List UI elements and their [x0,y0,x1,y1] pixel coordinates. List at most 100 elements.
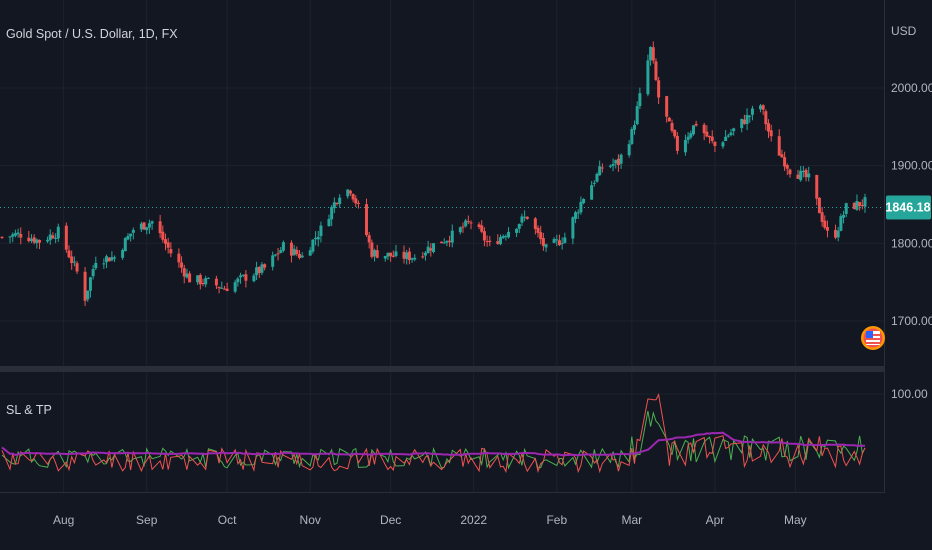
candle-body [440,241,444,244]
candle-body [314,237,318,240]
candle [525,216,529,220]
candle [801,165,805,178]
candle-body [8,236,12,238]
time-axis-ticks: Aug Sep Oct Nov Dec 2022 Feb Mar Apr May [53,513,807,527]
candle-body [825,227,829,231]
candle [289,240,293,263]
candle [582,198,586,205]
candle-body [448,240,452,243]
candle-body [646,60,650,95]
candle-body [544,244,548,248]
candle-body [464,220,468,227]
candle-body [54,237,58,239]
candle [83,267,87,306]
candle-body [308,250,312,256]
candle-body [852,202,856,210]
candle-body [364,204,368,236]
candle [461,222,465,233]
candle-body [177,253,181,263]
candle-body [815,174,819,199]
candle [375,244,379,259]
candle [780,149,784,158]
candle-body [863,197,867,207]
candle-body [279,250,283,253]
price-candles[interactable] [0,41,867,306]
candle [458,226,462,235]
candle-body [72,261,76,263]
candle [515,228,519,238]
candle [413,254,417,262]
pane-separator[interactable] [0,366,932,372]
candle [429,243,433,257]
candle [370,239,374,259]
candle [107,257,111,262]
candle [102,258,106,269]
candle-body [94,262,98,269]
candle [689,130,693,140]
candle-body [710,136,714,141]
candle [260,262,264,276]
candle-body [705,131,709,137]
candle [504,234,508,241]
candle [281,240,285,253]
candle [726,133,730,138]
candle-body [836,230,840,238]
candle-body [426,246,430,254]
candle [595,172,599,183]
indicator-axis-ticks: 100.00 [891,387,928,401]
candle-body [297,253,301,258]
candle-body [796,174,800,179]
candle-body [858,201,862,206]
indicator-pane-grid [0,372,884,492]
candle-body [721,142,725,147]
candle-body [600,167,604,169]
candle [758,103,762,113]
candle-body [571,217,575,239]
candle [356,200,360,209]
candle [383,255,387,262]
candle [233,279,237,294]
candle-body [327,218,331,227]
candle [391,250,395,258]
symbol-legend[interactable]: Gold Spot / U.S. Dollar, 1D, FX [6,27,178,41]
candle-body [461,226,465,228]
candle [571,216,575,245]
candle [110,251,114,262]
candle-body [758,105,762,110]
candle-body [263,264,267,268]
candle-body [67,250,71,258]
candle [611,158,615,172]
candle [608,164,612,169]
candle-body [252,275,256,282]
candle-body [657,80,661,98]
candle [56,223,60,242]
candle-body [541,238,545,246]
candle-body [150,221,154,224]
candle [351,193,355,203]
us-flag-event-icon[interactable] [861,326,885,350]
candle-body [507,231,511,238]
candle-body [204,278,208,285]
candle [691,125,695,136]
candle-body [239,275,243,278]
candle-body [466,221,470,223]
candle [796,169,800,180]
candle [182,264,186,284]
candle-body [842,214,846,218]
candle [131,227,135,240]
candle-body [391,255,395,257]
candle [539,225,543,245]
indicator-legend[interactable]: SL & TP [6,403,52,417]
candle-body [450,230,454,243]
candle-body [161,231,165,240]
candle-body [860,204,864,206]
candle-body [555,239,559,241]
candle-body [214,278,218,286]
candle-body [273,254,277,256]
candle [196,275,200,285]
candle [646,54,650,97]
candle-body [635,106,639,125]
candle-body [88,277,92,291]
price-axis[interactable] [885,0,932,550]
